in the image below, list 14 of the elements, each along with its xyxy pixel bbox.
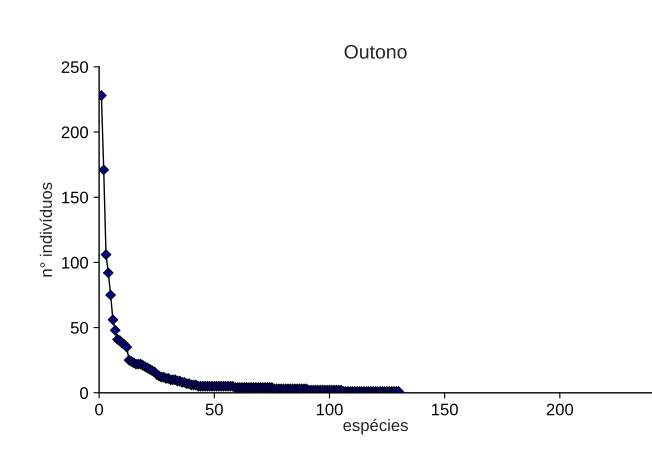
y-axis-title: n° indivíduos	[40, 182, 52, 277]
y-tick-label: 50	[70, 322, 88, 334]
x-axis-title: espécies	[343, 418, 408, 434]
y-tick-label: 0	[80, 387, 88, 399]
x-tick-label: 50	[206, 404, 223, 416]
y-tick-label: 150	[62, 192, 88, 204]
y-tick-label: 250	[62, 61, 88, 74]
y-tick-label: 200	[62, 126, 88, 138]
chart-title: Outono	[344, 44, 407, 59]
x-tick-label: 0	[95, 404, 104, 416]
x-tick-label: 150	[432, 404, 458, 416]
y-tick-label: 100	[62, 256, 88, 269]
x-tick-label: 200	[546, 404, 574, 416]
x-tick-label: 100	[316, 404, 343, 416]
